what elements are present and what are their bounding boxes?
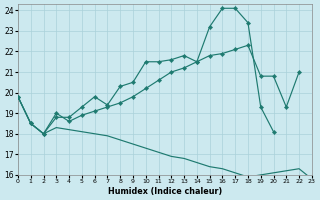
X-axis label: Humidex (Indice chaleur): Humidex (Indice chaleur) — [108, 187, 222, 196]
